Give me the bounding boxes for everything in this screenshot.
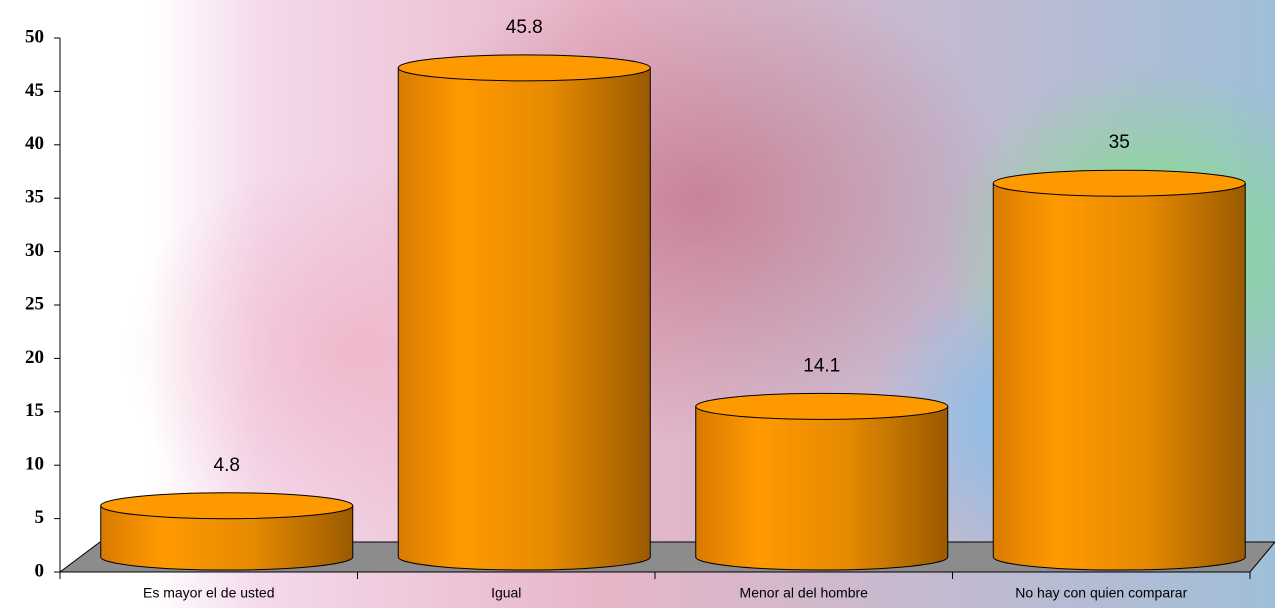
value-label: 14.1 xyxy=(803,355,840,376)
y-tick-label: 0 xyxy=(35,560,45,581)
y-tick-label: 50 xyxy=(25,26,44,47)
value-label: 35 xyxy=(1109,132,1130,153)
y-tick-label: 25 xyxy=(25,293,44,314)
y-tick-label: 30 xyxy=(25,240,44,261)
y-tick-label: 20 xyxy=(25,347,44,368)
bar xyxy=(397,54,651,571)
bar xyxy=(695,392,949,571)
value-label: 45.8 xyxy=(506,17,543,38)
y-tick-label: 35 xyxy=(25,187,44,208)
bar-top xyxy=(397,54,651,82)
y-tick-label: 5 xyxy=(35,507,45,528)
x-tick-label: No hay con quien comparar xyxy=(1015,585,1187,601)
bar-top xyxy=(100,492,354,520)
bar-body xyxy=(695,405,949,571)
y-tick-label: 10 xyxy=(25,454,44,475)
bar-top xyxy=(695,392,949,420)
bar-body xyxy=(100,505,354,571)
bar xyxy=(100,492,354,571)
bar xyxy=(992,169,1246,571)
bar-body xyxy=(397,67,651,571)
value-label: 4.8 xyxy=(214,455,240,476)
bar-top xyxy=(992,169,1246,197)
bar-body xyxy=(992,182,1246,571)
x-tick-label: Igual xyxy=(491,585,521,601)
x-tick-label: Es mayor el de usted xyxy=(143,585,275,601)
y-tick-label: 45 xyxy=(25,80,44,101)
y-tick-label: 40 xyxy=(25,133,44,154)
y-tick-label: 15 xyxy=(25,400,44,421)
x-tick-label: Menor al del hombre xyxy=(740,585,869,601)
